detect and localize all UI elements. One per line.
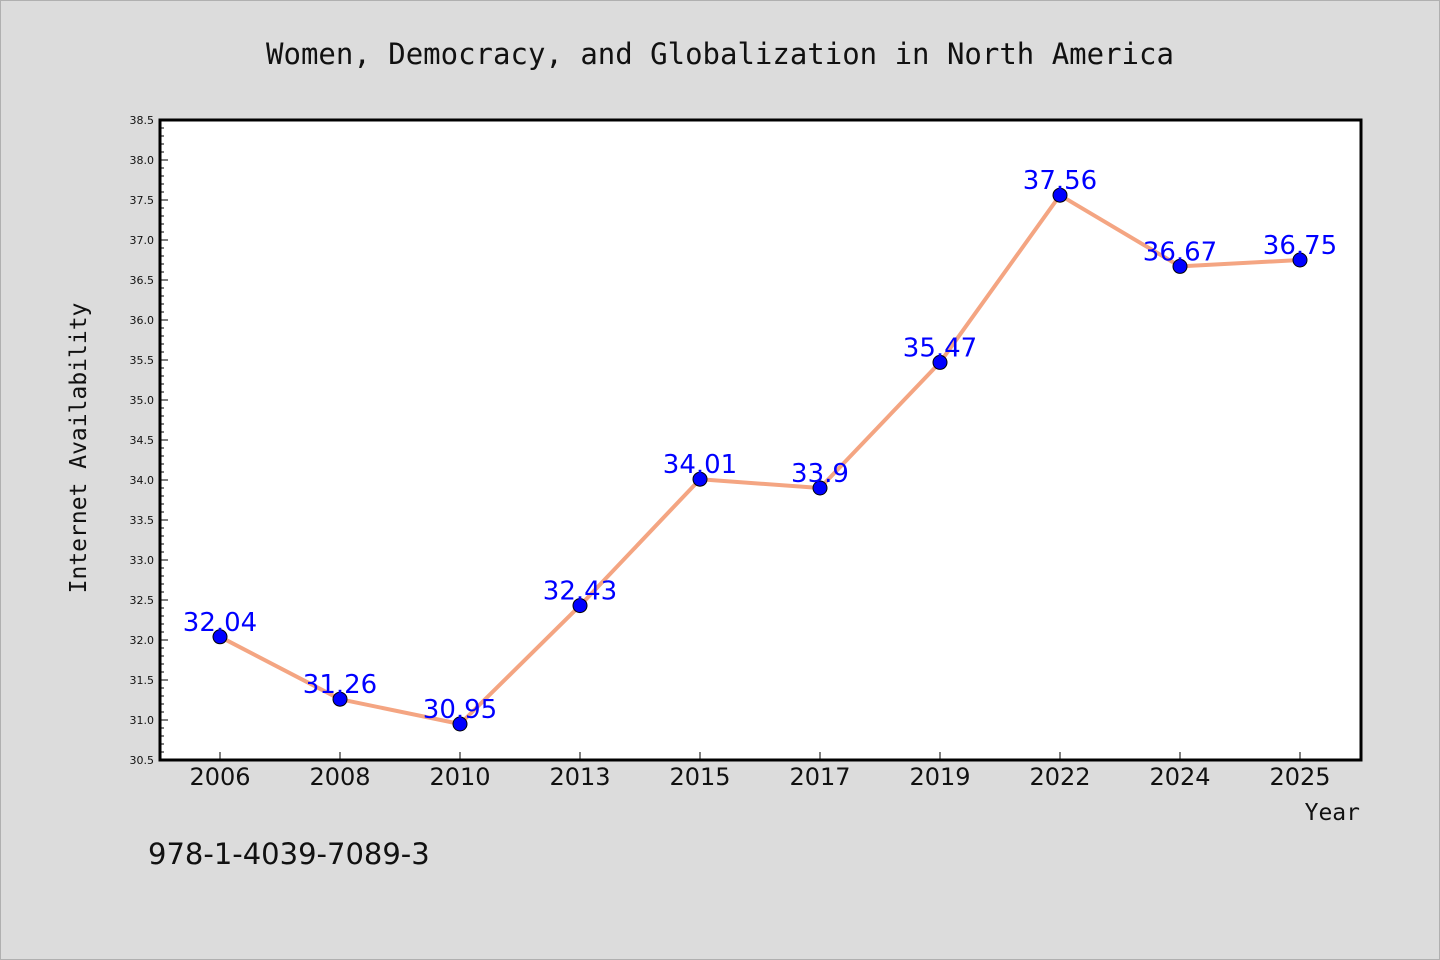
- x-tick-label: 2008: [309, 763, 370, 791]
- y-axis-label: Internet Availability: [66, 303, 92, 594]
- data-point-marker: [692, 471, 708, 487]
- data-labels: 32.04 31.26 30.95 32.43 34.01 33.9 35.47 37.56 3…: [183, 166, 1337, 725]
- x-tick-label: 2017: [789, 763, 850, 791]
- x-tick-label: 2006: [189, 763, 250, 791]
- data-label: 35.47: [903, 333, 977, 363]
- y-tick-label: 32.0: [130, 634, 155, 647]
- y-tick-label: 33.5: [130, 514, 155, 527]
- y-tick-label: 38.0: [130, 154, 155, 167]
- y-tick-label: 35.0: [130, 394, 155, 407]
- y-tick-label: 37.0: [130, 234, 155, 247]
- y-axis: 30.5 31.0 31.5 32.0 32.5 33.0 33.5 34.0 34.5 35.0…: [130, 114, 168, 767]
- y-tick-label: 31.0: [130, 714, 155, 727]
- data-label: 32.04: [183, 608, 257, 638]
- x-tick-label: 2013: [549, 763, 610, 791]
- plot-area: [158, 118, 1363, 762]
- x-tick-label: 2015: [669, 763, 730, 791]
- x-axis: 2006 2008 2010 2013 2015 2017 2019 2022 2024 2025: [189, 752, 1331, 791]
- series-layer: [212, 187, 1308, 732]
- y-tick-label: 35.5: [130, 354, 155, 367]
- y-tick-label: 34.5: [130, 434, 155, 447]
- data-point-marker: [812, 480, 828, 496]
- data-point-marker: [332, 691, 348, 707]
- y-tick-label: 37.5: [130, 194, 155, 207]
- data-point-marker: [1172, 258, 1188, 274]
- x-tick-label: 2025: [1269, 763, 1330, 791]
- data-point-marker: [212, 629, 228, 645]
- data-point-marker: [572, 598, 588, 614]
- data-label: 37.56: [1023, 166, 1097, 196]
- x-axis-label: Year: [1305, 800, 1360, 826]
- y-tick-label: 34.0: [130, 474, 155, 487]
- y-tick-label: 36.5: [130, 274, 155, 287]
- data-point-marker: [932, 354, 948, 370]
- data-label: 33.9: [791, 459, 849, 489]
- data-label: 36.67: [1143, 237, 1217, 267]
- data-label: 36.75: [1263, 231, 1337, 261]
- y-tick-label: 31.5: [130, 674, 155, 687]
- data-label: 34.01: [663, 450, 737, 480]
- y-tick-label: 38.5: [130, 114, 155, 127]
- x-tick-label: 2019: [909, 763, 970, 791]
- y-tick-label: 36.0: [130, 314, 155, 327]
- x-tick-label: 2024: [1149, 763, 1210, 791]
- y-tick-label: 30.5: [130, 754, 155, 767]
- data-point-marker: [1052, 187, 1068, 203]
- data-point-marker: [1292, 252, 1308, 268]
- y-tick-label: 32.5: [130, 594, 155, 607]
- x-tick-label: 2010: [429, 763, 490, 791]
- y-tick-label: 33.0: [130, 554, 155, 567]
- x-tick-label: 2022: [1029, 763, 1090, 791]
- data-label: 30.95: [423, 695, 497, 725]
- chart-title: Women, Democracy, and Globalization in N…: [266, 37, 1174, 71]
- data-label: 31.26: [303, 670, 377, 700]
- series-line: [219, 193, 1301, 726]
- data-point-marker: [452, 716, 468, 732]
- data-label: 32.43: [543, 577, 617, 607]
- isbn-footer: 978-1-4039-7089-3: [148, 837, 430, 871]
